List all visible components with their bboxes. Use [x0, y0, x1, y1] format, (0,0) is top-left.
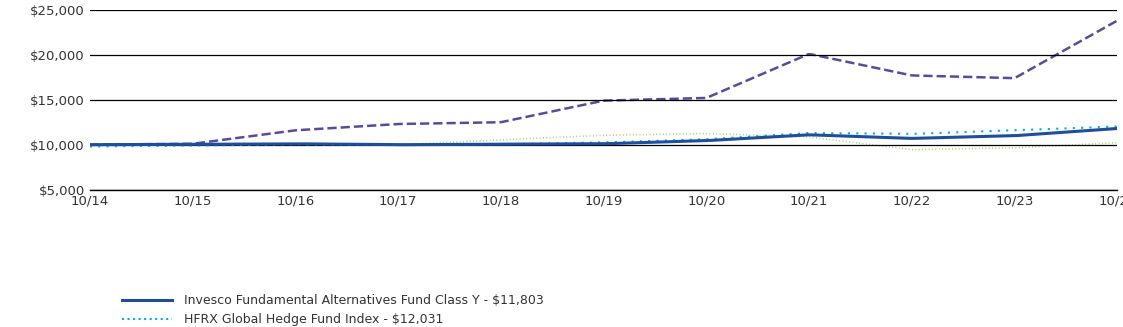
Legend: Invesco Fundamental Alternatives Fund Class Y - $11,803, HFRX Global Hedge Fund : Invesco Fundamental Alternatives Fund Cl…	[117, 289, 549, 327]
